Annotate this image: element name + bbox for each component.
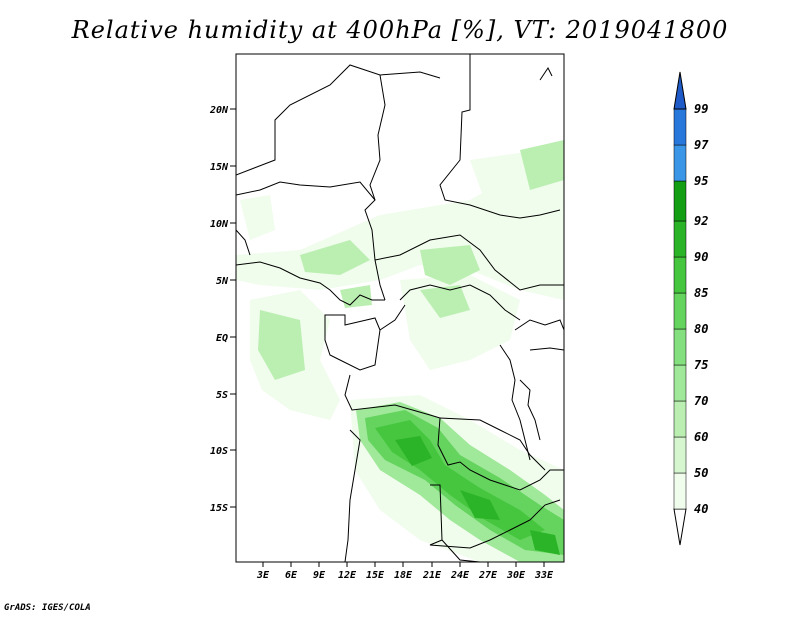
lon-label: 33E xyxy=(534,570,554,581)
colorbar-label: 70 xyxy=(694,394,708,408)
lon-label: 6E xyxy=(285,570,298,581)
lon-label: 9E xyxy=(313,570,326,581)
colorbar-label: 95 xyxy=(694,174,708,188)
colorbar-segment xyxy=(673,292,687,330)
colorbar-segment xyxy=(673,436,687,474)
lon-label: 18E xyxy=(394,570,413,581)
lat-label: 20N xyxy=(209,105,229,116)
colorbar-label: 40 xyxy=(694,502,708,516)
lon-tick-marks xyxy=(262,562,545,567)
colorbar-label: 80 xyxy=(694,322,708,336)
colorbar-segment xyxy=(673,400,687,438)
colorbar-label: 97 xyxy=(694,138,709,152)
lon-tick-labels: 3E 6E 9E 12E 15E 18E 21E 24E 27E 30E 33E xyxy=(256,570,554,581)
colorbar-high-arrow xyxy=(673,71,687,110)
colorbar-segment xyxy=(673,180,687,222)
lon-label: 24E xyxy=(450,570,470,581)
lon-label: 12E xyxy=(338,570,357,581)
lon-label: 3E xyxy=(256,570,270,581)
colorbar-label: 85 xyxy=(694,286,708,300)
colorbar-label: 50 xyxy=(694,466,708,480)
colorbar-label: 60 xyxy=(694,430,708,444)
credit-text: GrADS: IGES/COLA xyxy=(4,603,91,613)
humidity-shading xyxy=(236,140,564,562)
colorbar-label: 92 xyxy=(694,214,708,228)
lon-label: 27E xyxy=(478,570,498,581)
plot-frame xyxy=(235,53,565,563)
lat-label: 15S xyxy=(210,503,228,514)
colorbar-segment xyxy=(673,220,687,258)
colorbar-segment xyxy=(673,108,687,146)
lat-label: 5N xyxy=(216,276,229,287)
lon-label: 21E xyxy=(422,570,442,581)
lon-label: 15E xyxy=(366,570,385,581)
lat-label: 10S xyxy=(210,446,228,457)
lat-label: EQ xyxy=(216,333,228,344)
colorbar-segment xyxy=(673,328,687,366)
colorbar-label: 99 xyxy=(694,102,708,116)
lon-label: 30E xyxy=(506,570,526,581)
lat-tick-marks xyxy=(230,108,236,508)
colorbar-label: 90 xyxy=(694,250,708,264)
lat-label: 15N xyxy=(210,162,229,173)
lat-label: 10N xyxy=(210,219,229,230)
lat-tick-labels: 20N 15N 10N 5N EQ 5S 10S 15S xyxy=(209,105,229,514)
colorbar-segment xyxy=(673,144,687,182)
colorbar-segment xyxy=(673,364,687,402)
colorbar: 40 50 60 70 75 80 85 90 92 95 97 99 xyxy=(673,71,709,546)
colorbar-segment xyxy=(673,472,687,510)
country-borders xyxy=(236,54,564,562)
lat-label: 5S xyxy=(216,390,228,401)
map-title: Relative humidity at 400hPa [%], VT: 201… xyxy=(71,16,729,44)
colorbar-label: 75 xyxy=(694,358,708,372)
colorbar-low-arrow xyxy=(673,508,687,546)
colorbar-segment xyxy=(673,256,687,294)
